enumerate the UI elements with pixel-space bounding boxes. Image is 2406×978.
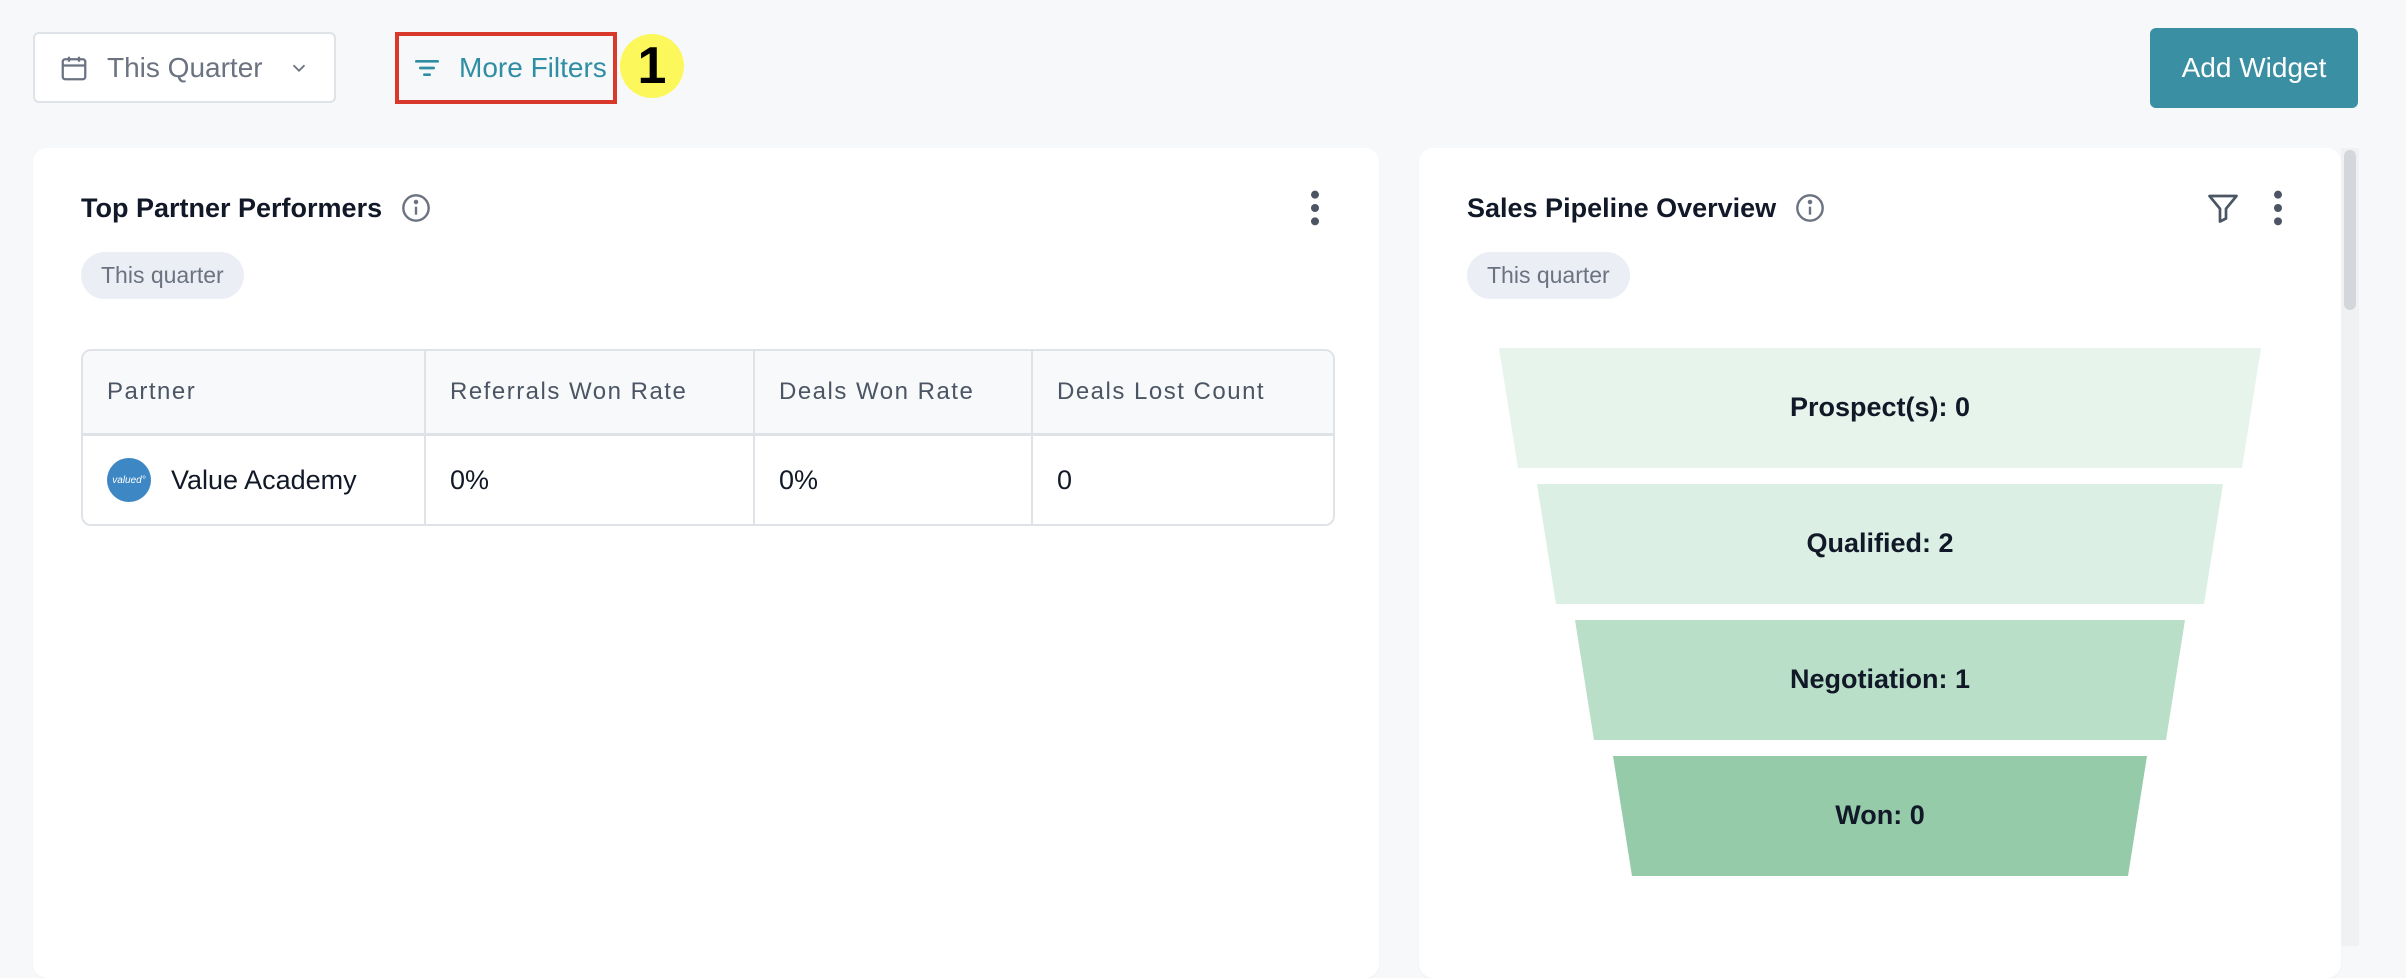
more-filters-label: More Filters bbox=[459, 52, 607, 83]
info-icon[interactable] bbox=[400, 192, 432, 224]
top-partners-title: Top Partner Performers bbox=[81, 192, 383, 223]
funnel-stage[interactable] bbox=[1537, 484, 2223, 604]
more-options-icon[interactable] bbox=[2268, 188, 2288, 228]
widget-title: Sales Pipeline Overview bbox=[1467, 192, 1826, 224]
column-header[interactable]: Partner bbox=[83, 351, 426, 433]
calendar-icon bbox=[61, 56, 87, 80]
sales-pipeline-widget: Sales Pipeline Overview This quarter Pro… bbox=[1419, 148, 2341, 978]
filter-lines-icon bbox=[415, 59, 439, 76]
table-header: Partner Referrals Won Rate Deals Won Rat… bbox=[83, 351, 1333, 436]
table-row[interactable]: valued° Value Academy 0% 0% 0 bbox=[83, 436, 1333, 524]
more-filters-button[interactable]: More Filters bbox=[395, 32, 617, 104]
funnel-stage[interactable] bbox=[1499, 348, 2261, 468]
scrollbar-track[interactable] bbox=[2341, 148, 2359, 946]
deals-won-rate-cell: 0% bbox=[755, 436, 1033, 524]
pipeline-title: Sales Pipeline Overview bbox=[1467, 192, 1777, 223]
date-range-picker[interactable]: This Quarter bbox=[33, 32, 336, 103]
top-partner-performers-widget: Top Partner Performers This quarter Part… bbox=[33, 148, 1379, 978]
filter-funnel-icon[interactable] bbox=[2205, 190, 2241, 226]
funnel-stage-label: Prospect(s): 0 bbox=[1789, 392, 1971, 422]
pipeline-funnel bbox=[1499, 348, 2261, 876]
chevron-down-icon bbox=[292, 64, 306, 72]
info-icon[interactable] bbox=[1794, 192, 1826, 224]
funnel-stage-label: Negotiation: 1 bbox=[1790, 664, 1970, 694]
partner-name[interactable]: Value Academy bbox=[171, 464, 357, 495]
funnel-stage-label: Qualified: 2 bbox=[1806, 528, 1954, 558]
referrals-won-rate-cell: 0% bbox=[426, 436, 755, 524]
period-badge: This quarter bbox=[1467, 252, 1630, 299]
deals-lost-count-cell: 0 bbox=[1057, 464, 1073, 495]
partner-avatar: valued° bbox=[107, 458, 151, 502]
period-badge: This quarter bbox=[81, 252, 244, 299]
date-range-label: This Quarter bbox=[107, 51, 263, 83]
column-header[interactable]: Deals Won Rate bbox=[755, 351, 1033, 433]
column-header[interactable]: Deals Lost Count bbox=[1057, 378, 1266, 405]
partners-table: Partner Referrals Won Rate Deals Won Rat… bbox=[81, 349, 1335, 526]
widget-title: Top Partner Performers bbox=[81, 192, 432, 224]
add-widget-button[interactable]: Add Widget bbox=[2150, 28, 2358, 108]
funnel-stage-label: Won: 0 bbox=[1835, 800, 1925, 830]
scrollbar-thumb[interactable] bbox=[2344, 150, 2356, 310]
more-options-icon[interactable] bbox=[1305, 188, 1325, 228]
funnel-stage[interactable] bbox=[1575, 620, 2185, 740]
partner-cell: valued° Value Academy bbox=[83, 436, 426, 524]
funnel-stage[interactable] bbox=[1613, 756, 2147, 876]
step-marker: 1 bbox=[620, 34, 684, 98]
column-header[interactable]: Referrals Won Rate bbox=[426, 351, 755, 433]
